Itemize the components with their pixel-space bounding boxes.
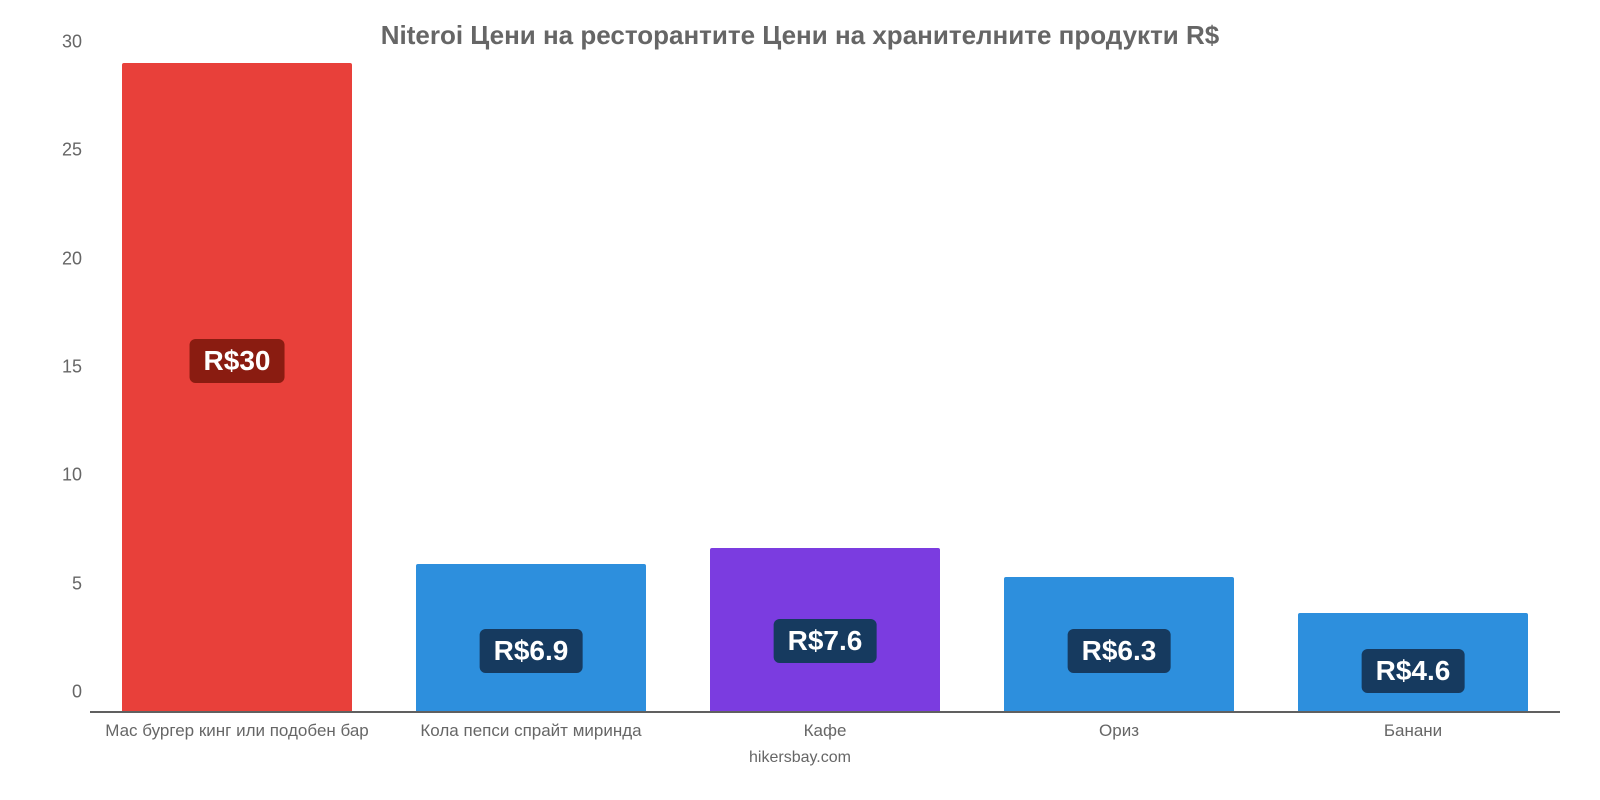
attribution-text: hikersbay.com (30, 749, 1570, 767)
bar-coffee: R$7.6 (710, 548, 939, 713)
bar-value-label: R$30 (190, 339, 285, 383)
bar-mac-burger: R$30 (122, 63, 351, 713)
y-tick: 30 (62, 32, 82, 53)
x-tick-label: Кафе (678, 721, 972, 741)
x-axis: Мас бургер кинг или подобен бар Кола пеп… (90, 721, 1560, 741)
bar-value-label: R$7.6 (774, 619, 877, 663)
bar-slot: R$4.6 (1266, 63, 1560, 713)
y-tick: 5 (72, 573, 82, 594)
x-tick-label: Банани (1266, 721, 1560, 741)
bar-cola: R$6.9 (416, 564, 645, 714)
bar-slot: R$6.9 (384, 63, 678, 713)
y-tick: 20 (62, 248, 82, 269)
bar-value-label: R$6.9 (480, 629, 583, 673)
bar-bananas: R$4.6 (1298, 613, 1527, 713)
bars-container: R$30 R$6.9 R$7.6 R$6.3 R$4.6 (90, 63, 1560, 713)
x-tick-label: Кола пепси спрайт миринда (384, 721, 678, 741)
y-tick: 25 (62, 140, 82, 161)
x-axis-line (90, 711, 1560, 713)
bar-value-label: R$4.6 (1362, 649, 1465, 693)
x-tick-label: Ориз (972, 721, 1266, 741)
price-bar-chart: Niteroi Цени на ресторантите Цени на хра… (0, 0, 1600, 800)
y-tick: 0 (72, 682, 82, 703)
bar-slot: R$7.6 (678, 63, 972, 713)
y-axis: 30 25 20 15 10 5 0 (30, 63, 90, 713)
bar-value-label: R$6.3 (1068, 629, 1171, 673)
bar-slot: R$30 (90, 63, 384, 713)
chart-title: Niteroi Цени на ресторантите Цени на хра… (30, 20, 1570, 51)
bar-slot: R$6.3 (972, 63, 1266, 713)
plot-area: 30 25 20 15 10 5 0 R$30 R$6.9 R$7.6 (90, 63, 1560, 713)
y-tick: 10 (62, 465, 82, 486)
y-tick: 15 (62, 357, 82, 378)
x-tick-label: Мас бургер кинг или подобен бар (90, 721, 384, 741)
bar-rice: R$6.3 (1004, 577, 1233, 714)
